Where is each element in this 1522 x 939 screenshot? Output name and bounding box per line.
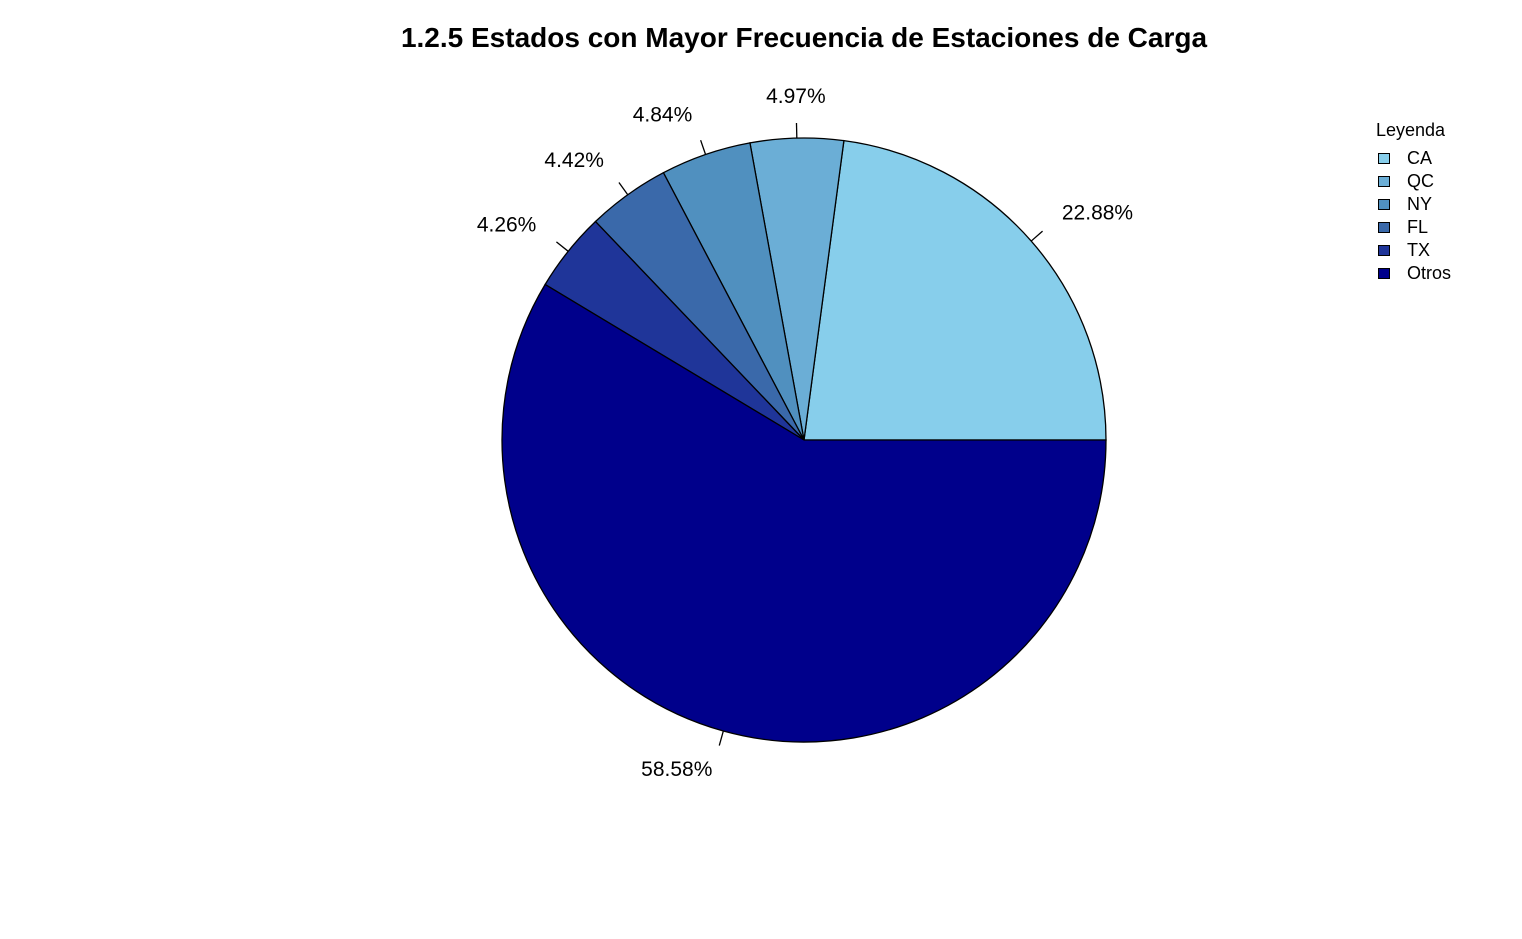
legend-swatch — [1378, 199, 1390, 210]
legend-item-tx: TX — [1376, 239, 1451, 262]
pie-label-qc: 4.97% — [766, 85, 826, 108]
pie-label-otros: 58.58% — [641, 758, 712, 781]
legend-swatch — [1378, 268, 1390, 279]
legend-label: Otros — [1407, 263, 1452, 283]
pie-label-tick-otros — [718, 730, 724, 746]
legend-swatch — [1378, 153, 1390, 164]
pie-label-tick-ca — [1030, 230, 1044, 242]
pie-slice-otros — [501, 283, 1107, 743]
legend-item-ca: CA — [1376, 147, 1451, 170]
pie-label-tx: 4.26% — [477, 213, 537, 236]
pie-label-tick-ny — [700, 140, 707, 155]
legend-label: TX — [1407, 240, 1431, 260]
legend-swatch — [1378, 176, 1390, 187]
pie-label-ca: 22.88% — [1062, 202, 1133, 225]
legend-label: FL — [1407, 217, 1429, 237]
pie-label-tick-fl — [618, 182, 629, 196]
legend-label: NY — [1407, 194, 1433, 214]
legend-item-ny: NY — [1376, 193, 1451, 216]
legend-title: Leyenda — [1376, 120, 1446, 140]
legend: Leyenda CA QC NY FL TX Otros — [1376, 120, 1451, 285]
legend-swatch — [1378, 245, 1390, 256]
pie-label-tick-tx — [555, 241, 569, 252]
legend-item-qc: QC — [1376, 170, 1451, 193]
pie-label-ny: 4.84% — [633, 104, 693, 127]
legend-item-otros: Otros — [1376, 262, 1451, 285]
pie-label-fl: 4.42% — [544, 149, 604, 172]
legend-items: CA QC NY FL TX Otros — [1376, 147, 1451, 285]
pie-slice-ca — [803, 139, 1107, 441]
chart-title: 1.2.5 Estados con Mayor Frecuencia de Es… — [400, 22, 1208, 53]
legend-swatch — [1378, 222, 1390, 233]
legend-item-fl: FL — [1376, 216, 1451, 239]
legend-label: CA — [1407, 148, 1433, 168]
legend-label: QC — [1407, 171, 1434, 191]
